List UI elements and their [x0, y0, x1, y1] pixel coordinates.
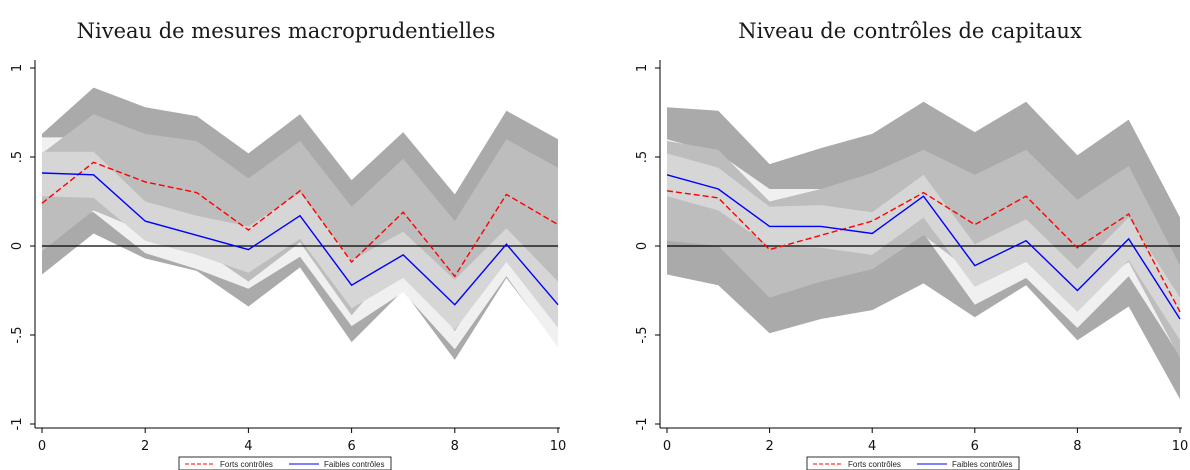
- y-tick-label: -1: [635, 418, 650, 431]
- x-tick-label: 4: [244, 439, 252, 454]
- legend-label: Forts contrôles: [848, 460, 901, 469]
- chart-title: Niveau de mesures macroprudentielles: [77, 19, 496, 43]
- x-tick-label: 6: [347, 439, 355, 454]
- y-tick-label: -.5: [635, 326, 650, 343]
- x-tick-label: 2: [765, 439, 773, 454]
- x-tick-label: 0: [38, 439, 46, 454]
- y-tick-label: 1: [635, 64, 650, 72]
- x-tick-label: 4: [868, 439, 876, 454]
- x-tick-label: 2: [141, 439, 149, 454]
- x-tick-label: 0: [663, 439, 671, 454]
- legend: Forts contrôles Faibles contrôles: [807, 457, 1019, 470]
- chart-panel-1: Niveau de mesures macroprudentielles -1 -.…: [10, 19, 566, 470]
- legend-label: Faibles contrôles: [952, 460, 1012, 469]
- legend: Forts contrôles Faibles contrôles: [179, 457, 391, 470]
- x-tick-label: 8: [451, 439, 459, 454]
- y-tick-label: .5: [635, 151, 650, 163]
- x-tick-label: 10: [550, 439, 567, 454]
- legend-label: Faibles contrôles: [324, 460, 384, 469]
- y-tick-label: 1: [10, 64, 25, 72]
- x-tick-label: 6: [971, 439, 979, 454]
- y-tick-label: 0: [10, 242, 25, 250]
- y-tick-label: -1: [10, 418, 25, 431]
- chart-panel-2: Niveau de contrôles de capitaux -1 -.5 0 .5 1…: [635, 19, 1188, 470]
- y-tick-label: 0: [635, 242, 650, 250]
- legend-label: Forts contrôles: [220, 460, 273, 469]
- x-tick-label: 8: [1073, 439, 1081, 454]
- chart-title: Niveau de contrôles de capitaux: [738, 19, 1082, 43]
- x-tick-label: 10: [1172, 439, 1189, 454]
- y-tick-label: .5: [10, 151, 25, 163]
- y-tick-label: -.5: [10, 326, 25, 343]
